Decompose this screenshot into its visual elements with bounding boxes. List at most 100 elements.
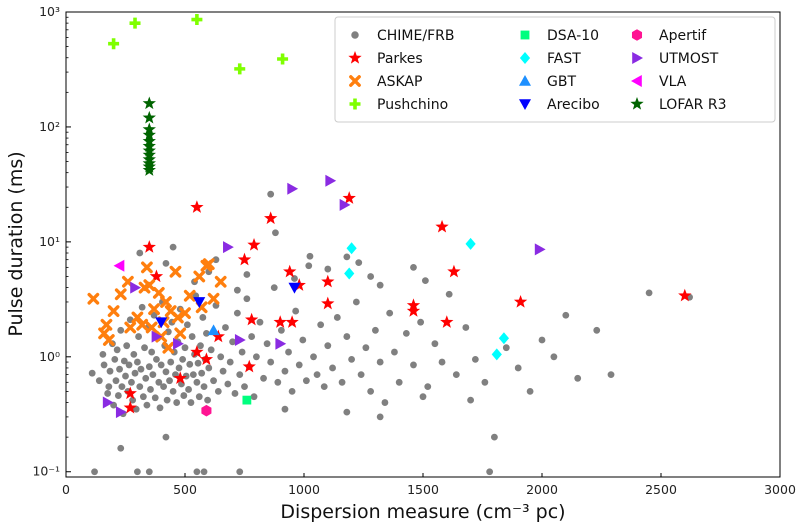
legend-marker-askap xyxy=(349,75,361,87)
point-arecibo xyxy=(288,282,301,294)
point-chime-frb xyxy=(222,324,229,331)
point-chime-frb xyxy=(162,368,170,376)
point-chime-frb xyxy=(419,393,427,401)
legend: CHIME/FRB Parkes ASKAP Pushchino DSA-10 FAST G… xyxy=(334,16,776,123)
legend-item-lofar-r3: LOFAR R3 xyxy=(630,97,726,113)
point-chime-frb xyxy=(180,392,188,399)
point-chime-frb xyxy=(187,399,195,406)
point-chime-frb xyxy=(131,369,139,377)
point-parkes xyxy=(435,219,449,233)
point-chime-frb xyxy=(395,378,403,386)
legend-label: Pushchino xyxy=(377,97,448,113)
point-chime-frb xyxy=(241,383,248,391)
point-chime-frb xyxy=(138,303,146,311)
point-chime-frb xyxy=(210,377,217,385)
point-chime-frb xyxy=(343,408,351,416)
legend-label: Apertif xyxy=(659,28,707,44)
point-chime-frb xyxy=(277,326,285,334)
point-vla xyxy=(113,259,125,272)
point-chime-frb xyxy=(438,358,446,366)
point-chime-frb xyxy=(169,243,177,251)
point-askap xyxy=(148,303,160,316)
point-chime-frb xyxy=(295,361,303,369)
series-chime-frb xyxy=(88,190,693,476)
point-parkes xyxy=(244,312,259,326)
point-chime-frb xyxy=(243,271,251,278)
point-chime-frb xyxy=(445,290,453,298)
legend-box xyxy=(334,16,776,123)
point-apertif xyxy=(201,404,212,417)
point-pushchino xyxy=(277,53,289,65)
legend-item-pushchino: Pushchino xyxy=(349,97,448,113)
point-chime-frb xyxy=(305,262,313,270)
legend-label: CHIME/FRB xyxy=(377,28,454,44)
legend-item-gbt: GBT xyxy=(519,74,576,90)
series-utmost xyxy=(102,174,546,419)
point-chime-frb xyxy=(163,396,171,404)
point-fast xyxy=(465,237,476,250)
point-pushchino xyxy=(108,38,120,50)
point-utmost xyxy=(275,337,287,350)
point-chime-frb xyxy=(217,353,225,361)
point-chime-frb xyxy=(514,364,522,372)
point-utmost xyxy=(325,174,337,187)
point-chime-frb xyxy=(183,321,191,329)
point-chime-frb xyxy=(88,369,96,377)
point-chime-frb xyxy=(333,314,341,321)
point-chime-frb xyxy=(214,388,222,395)
point-chime-frb xyxy=(212,256,220,264)
point-fast xyxy=(344,267,355,280)
point-chime-frb xyxy=(188,333,196,340)
point-chime-frb xyxy=(128,378,135,386)
point-chime-frb xyxy=(229,338,237,346)
legend-label: ASKAP xyxy=(377,74,422,90)
point-chime-frb xyxy=(424,383,432,391)
point-chime-frb xyxy=(467,396,474,404)
point-parkes xyxy=(321,274,335,288)
point-chime-frb xyxy=(104,390,112,397)
point-askap xyxy=(107,305,120,317)
point-utmost xyxy=(339,198,351,211)
point-chime-frb xyxy=(111,355,119,363)
point-chime-frb xyxy=(410,361,417,369)
point-chime-frb xyxy=(207,346,215,354)
point-parkes xyxy=(247,237,261,251)
point-chime-frb xyxy=(256,318,264,326)
point-utmost xyxy=(130,281,142,294)
point-chime-frb xyxy=(136,249,144,257)
legend-item-parkes: Parkes xyxy=(348,51,423,67)
point-chime-frb xyxy=(130,350,138,358)
point-chime-frb xyxy=(175,364,183,372)
point-parkes xyxy=(242,359,256,373)
series-pushchino xyxy=(108,14,289,75)
point-askap xyxy=(207,292,220,305)
point-chime-frb xyxy=(324,342,332,350)
point-chime-frb xyxy=(386,309,394,317)
point-chime-frb xyxy=(338,378,346,386)
series-apertif xyxy=(201,404,212,417)
point-chime-frb xyxy=(153,355,160,363)
point-askap xyxy=(214,275,227,288)
point-parkes xyxy=(440,315,454,328)
point-chime-frb xyxy=(299,336,307,344)
point-chime-frb xyxy=(491,433,498,441)
point-lofar-r3 xyxy=(142,96,156,110)
point-chime-frb xyxy=(91,468,98,476)
point-askap xyxy=(114,288,127,301)
point-chime-frb xyxy=(292,307,300,315)
point-chime-frb xyxy=(95,377,103,385)
point-askap xyxy=(202,258,215,271)
point-askap xyxy=(87,292,100,305)
point-chime-frb xyxy=(142,374,150,382)
legend-item-arecibo: Arecibo xyxy=(519,97,600,113)
point-parkes xyxy=(321,296,335,310)
legend-label: UTMOST xyxy=(659,51,719,67)
point-chime-frb xyxy=(141,344,148,352)
point-lofar-r3 xyxy=(142,110,156,124)
point-chime-frb xyxy=(267,190,275,198)
point-chime-frb xyxy=(462,324,470,331)
point-chime-frb xyxy=(122,372,129,380)
point-chime-frb xyxy=(120,357,128,365)
point-parkes xyxy=(123,400,137,414)
